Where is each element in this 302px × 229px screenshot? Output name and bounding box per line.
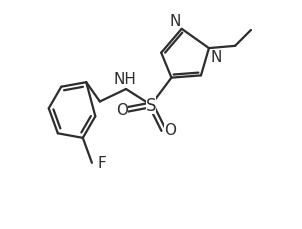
Text: O: O: [116, 103, 128, 117]
Text: F: F: [98, 156, 106, 171]
Text: S: S: [146, 96, 156, 114]
Text: O: O: [164, 123, 176, 138]
Text: N: N: [169, 14, 181, 29]
Text: NH: NH: [114, 71, 136, 86]
Text: N: N: [210, 50, 221, 65]
